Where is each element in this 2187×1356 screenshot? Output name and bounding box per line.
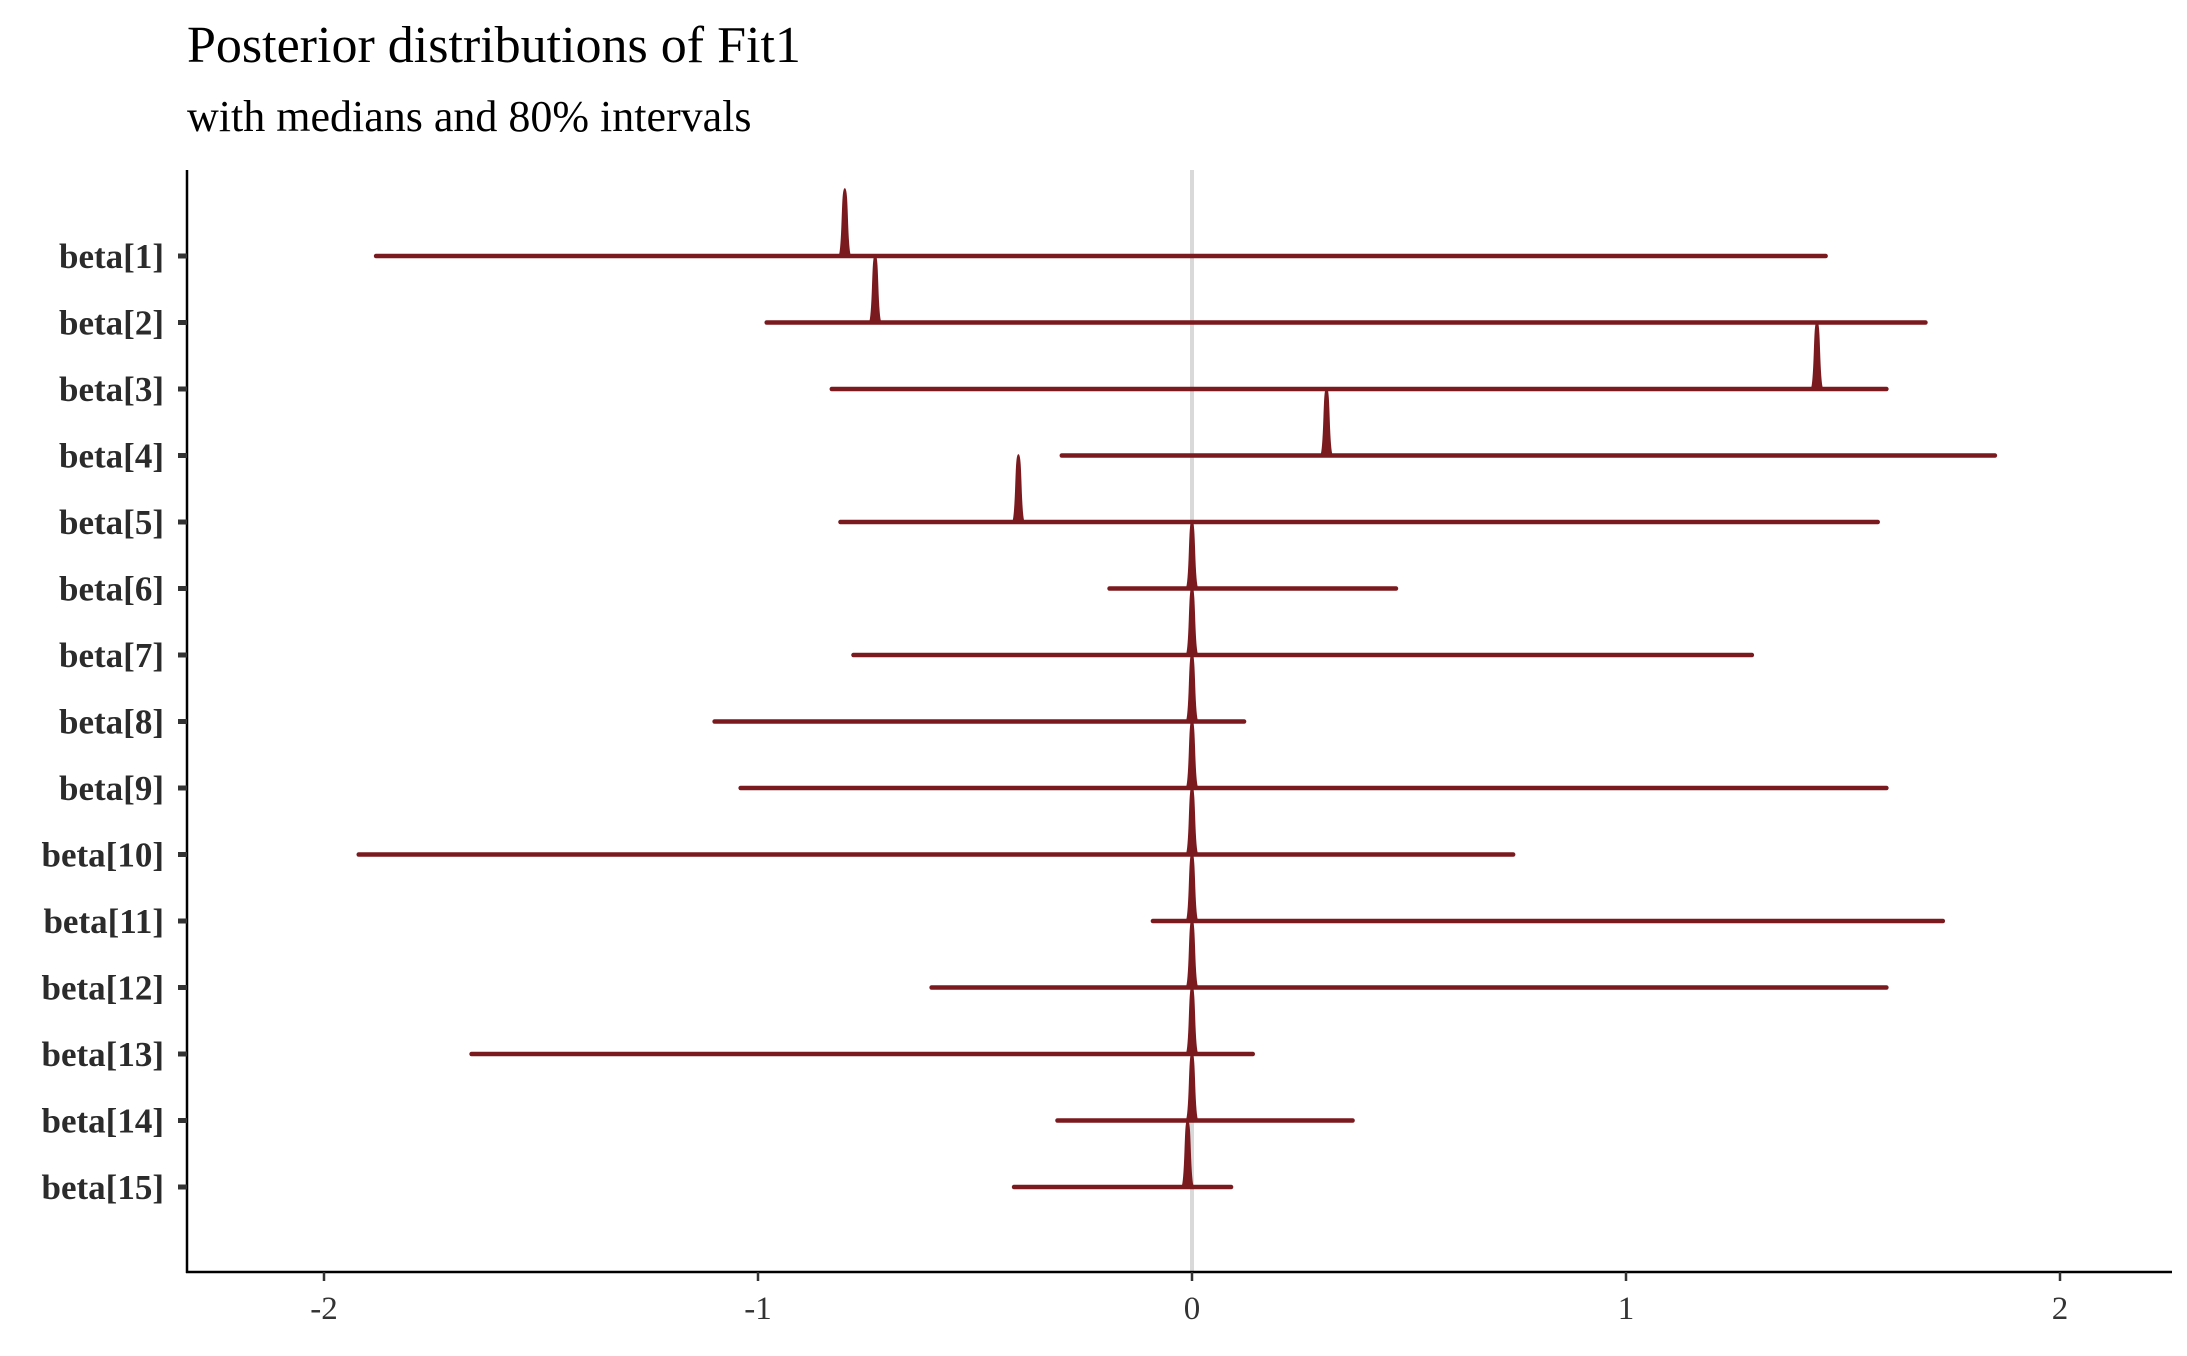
parameter-label: beta[15] xyxy=(42,1168,164,1207)
x-tick-label: 2 xyxy=(2052,1291,2069,1327)
parameter-label: beta[5] xyxy=(59,503,164,542)
density-peak xyxy=(1185,720,1199,789)
density-peak xyxy=(1185,919,1199,989)
density-peak xyxy=(1185,520,1199,590)
density-peak xyxy=(1180,1119,1195,1188)
density-peak xyxy=(1185,1052,1199,1122)
density-peak xyxy=(1185,587,1199,656)
x-tick-label: 1 xyxy=(1618,1291,1635,1327)
parameter-label: beta[1] xyxy=(59,237,164,276)
x-tick-label: -2 xyxy=(310,1291,338,1327)
parameter-label: beta[8] xyxy=(59,703,164,742)
parameter-label: beta[10] xyxy=(42,836,164,875)
x-tick-label: 0 xyxy=(1184,1291,1201,1327)
parameter-label: beta[4] xyxy=(59,437,164,476)
density-peak xyxy=(1185,786,1199,856)
parameter-label: beta[12] xyxy=(42,969,164,1008)
density-peak xyxy=(1319,387,1334,457)
density-peak xyxy=(1185,653,1199,723)
parameter-label: beta[9] xyxy=(59,769,164,808)
parameter-label: beta[7] xyxy=(59,636,164,675)
parameter-label: beta[6] xyxy=(59,570,164,609)
density-peak xyxy=(1810,321,1824,390)
x-tick-label: -1 xyxy=(744,1291,772,1327)
parameter-label: beta[14] xyxy=(42,1102,164,1141)
density-peak xyxy=(868,254,883,324)
density-peak xyxy=(1011,454,1026,523)
chart-subtitle: with medians and 80% intervals xyxy=(187,92,752,141)
parameter-label: beta[2] xyxy=(59,304,164,343)
density-peak xyxy=(837,188,852,257)
density-peak xyxy=(1185,853,1199,922)
chart-title: Posterior distributions of Fit1 xyxy=(187,17,801,74)
parameter-label: beta[11] xyxy=(43,902,164,941)
density-peak xyxy=(1185,986,1199,1055)
parameter-label: beta[3] xyxy=(59,370,164,409)
parameter-label: beta[13] xyxy=(42,1035,164,1074)
